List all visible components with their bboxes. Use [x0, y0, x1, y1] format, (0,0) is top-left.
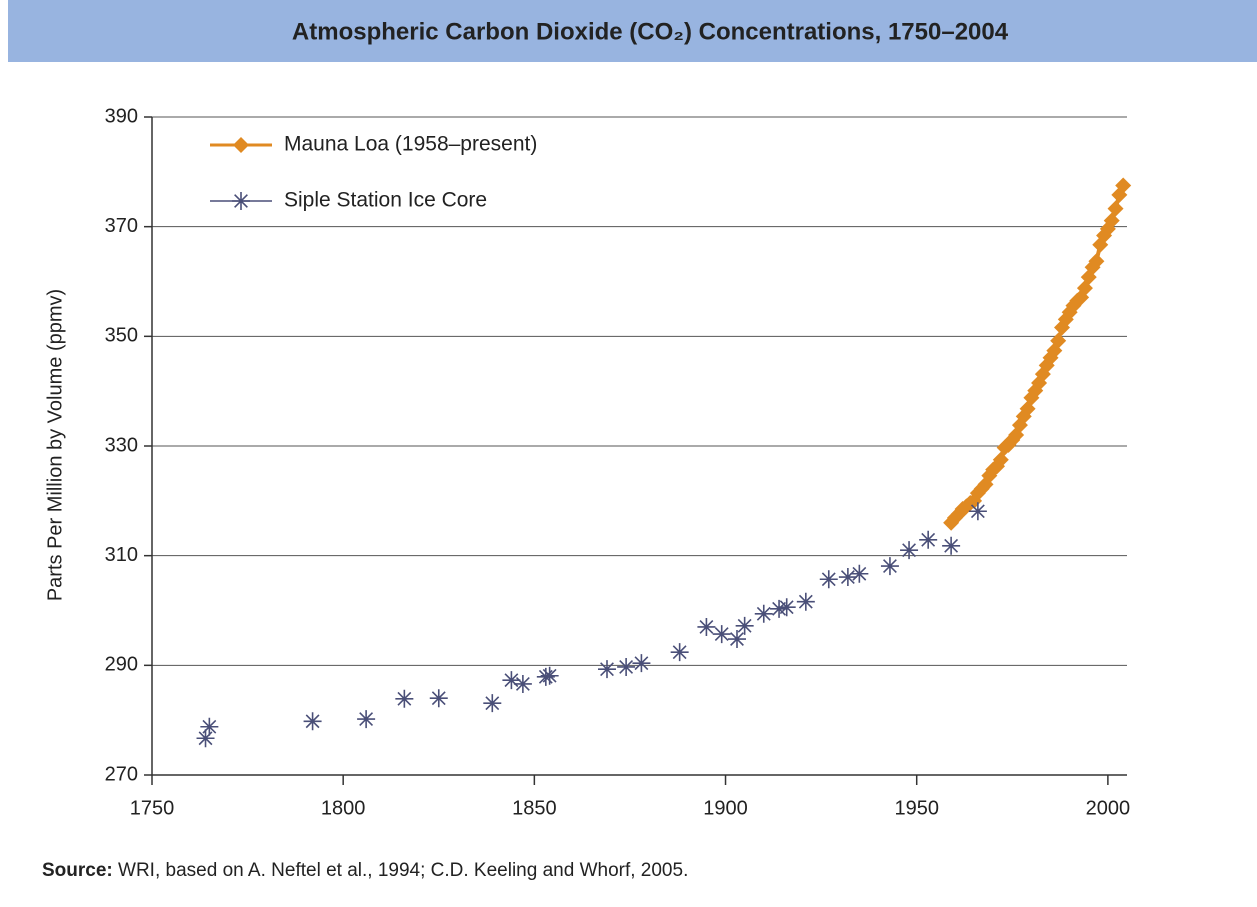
diamond-marker: [1107, 200, 1124, 217]
star-marker: [735, 616, 754, 635]
star-marker: [536, 667, 555, 686]
diamond-marker: [233, 137, 249, 153]
star-marker: [429, 689, 448, 708]
star-marker: [232, 192, 250, 210]
x-tick-label: 1950: [894, 797, 939, 819]
star-marker: [838, 568, 857, 587]
legend-label: Siple Station Ice Core: [284, 189, 487, 212]
star-marker: [819, 570, 838, 589]
star-marker: [513, 674, 532, 693]
star-marker: [712, 625, 731, 644]
star-marker: [357, 710, 376, 729]
star-marker: [540, 666, 559, 685]
diamond-marker: [992, 451, 1009, 468]
x-tick-label: 1800: [321, 797, 366, 819]
star-marker: [303, 712, 322, 731]
star-marker: [670, 643, 689, 662]
x-tick-label: 1900: [703, 797, 748, 819]
star-marker: [728, 630, 746, 649]
star-marker: [796, 592, 815, 611]
star-marker: [777, 598, 796, 617]
diamond-marker: [1115, 177, 1132, 194]
y-tick-label: 270: [105, 763, 138, 785]
x-tick-label: 1750: [130, 797, 175, 819]
star-marker: [200, 717, 219, 736]
legend-label: Mauna Loa (1958–present): [284, 133, 537, 156]
title-band: [8, 0, 1257, 62]
x-tick-label: 2000: [1086, 797, 1131, 819]
source: Source: WRI, based on A. Neftel et al., …: [42, 860, 688, 881]
star-marker: [900, 541, 919, 560]
star-marker: [942, 536, 961, 555]
source-label: Source:: [42, 860, 113, 881]
y-tick-label: 290: [105, 654, 138, 676]
star-marker: [754, 604, 773, 623]
diamond-marker: [1050, 332, 1067, 349]
star-marker: [850, 564, 869, 583]
star-marker: [968, 502, 987, 521]
star-marker: [598, 660, 616, 679]
star-marker: [697, 617, 716, 636]
diamond-marker: [1088, 253, 1105, 270]
star-marker: [196, 729, 215, 748]
x-tick-label: 1850: [512, 797, 557, 819]
y-tick-label: 370: [105, 215, 138, 237]
star-marker: [617, 657, 636, 676]
star-marker: [880, 557, 899, 576]
y-axis-label: Parts Per Million by Volume (ppmv): [44, 289, 66, 601]
star-marker: [919, 530, 938, 549]
diamond-marker: [1103, 212, 1120, 229]
star-marker: [770, 599, 789, 618]
y-tick-label: 390: [105, 105, 138, 127]
star-marker: [502, 671, 521, 690]
y-tick-label: 310: [105, 544, 138, 566]
star-marker: [395, 689, 414, 708]
source-text: WRI, based on A. Neftel et al., 1994; C.…: [118, 860, 688, 881]
y-tick-label: 330: [105, 434, 138, 456]
chart-title: Atmospheric Carbon Dioxide (CO₂) Concent…: [292, 18, 1009, 45]
y-tick-label: 350: [105, 325, 138, 347]
star-marker: [483, 694, 502, 713]
star-marker: [632, 654, 651, 673]
